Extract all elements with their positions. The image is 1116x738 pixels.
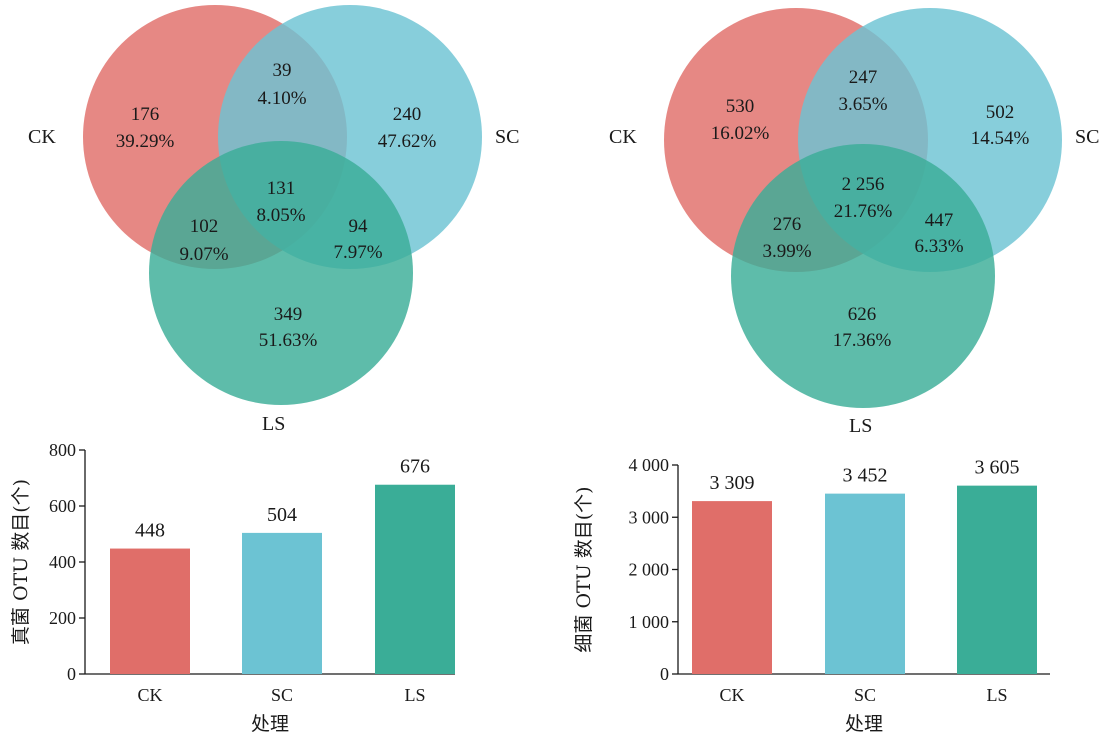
venn-bacteria-set-label-ck: CK	[609, 126, 637, 148]
venn-bacteria-circle-ls	[731, 144, 995, 408]
venn-fungi: CK SC LS 176 39.29% 240 47.62% 349 51.63…	[28, 5, 519, 435]
venn-fungi-ck-sc-count: 39	[273, 60, 292, 81]
bar-ls	[957, 485, 1037, 674]
y-tick-label: 1 000	[629, 612, 670, 632]
venn-fungi-all-pct: 8.05%	[256, 205, 305, 226]
y-tick-label: 200	[49, 608, 76, 628]
bar-sc	[825, 493, 905, 674]
venn-bacteria-ck-sc-pct: 3.65%	[838, 94, 887, 115]
y-axis-title: 细菌 OTU 数目(个)	[573, 486, 595, 652]
venn-bacteria-ck-only-count: 530	[726, 96, 755, 117]
venn-bacteria-set-label-ls: LS	[849, 415, 872, 437]
venn-fungi-ck-only-pct: 39.29%	[116, 131, 175, 152]
bar-ck	[110, 548, 190, 674]
venn-fungi-sc-ls-pct: 7.97%	[333, 242, 382, 263]
y-axis-title: 真菌 OTU 数目(个)	[10, 479, 32, 645]
venn-bacteria-all-pct: 21.76%	[834, 201, 893, 222]
venn-fungi-ls-only-pct: 51.63%	[259, 330, 318, 351]
bar-value-label: 3 309	[710, 472, 755, 494]
venn-fungi-circle-ls	[149, 141, 413, 405]
venn-fungi-ck-ls-count: 102	[190, 216, 219, 237]
bar-value-label: 448	[135, 520, 165, 542]
venn-bacteria-ck-only-pct: 16.02%	[711, 123, 770, 144]
venn-bacteria-ls-only-count: 626	[848, 304, 877, 325]
venn-fungi-sc-ls-count: 94	[349, 216, 369, 237]
x-tick-label: LS	[404, 685, 425, 705]
venn-fungi-ck-only-count: 176	[131, 104, 160, 125]
x-tick-label: LS	[986, 685, 1007, 705]
y-tick-label: 800	[49, 440, 76, 460]
y-tick-label: 4 000	[629, 455, 670, 475]
bar-ls	[375, 484, 455, 674]
venn-bacteria-set-label-sc: SC	[1075, 126, 1099, 148]
venn-bacteria-ck-sc-count: 247	[849, 67, 878, 88]
y-tick-label: 3 000	[629, 507, 670, 527]
y-tick-label: 600	[49, 496, 76, 516]
bar-value-label: 504	[267, 504, 297, 526]
x-tick-label: CK	[719, 685, 744, 705]
venn-fungi-set-label-ck: CK	[28, 126, 56, 148]
venn-fungi-ck-ls-pct: 9.07%	[179, 244, 228, 265]
bar-sc	[242, 532, 322, 674]
bar-value-label: 3 605	[975, 457, 1020, 479]
bar-value-label: 676	[400, 456, 430, 478]
bar-value-label: 3 452	[843, 465, 888, 487]
venn-bacteria-sc-ls-count: 447	[925, 210, 954, 231]
venn-fungi-sc-only-pct: 47.62%	[378, 131, 437, 152]
venn-bacteria-sc-ls-pct: 6.33%	[914, 236, 963, 257]
bar-chart-fungi: 0 200 400 600 800 448 CK 504 SC 676 LS 处理 真菌 OTU 数目(…	[10, 440, 455, 735]
x-tick-label: SC	[271, 685, 293, 705]
y-tick-label: 400	[49, 552, 76, 572]
bar-ck	[692, 501, 772, 674]
venn-fungi-ck-sc-pct: 4.10%	[257, 88, 306, 109]
venn-bacteria-ck-ls-count: 276	[773, 214, 802, 235]
venn-fungi-sc-only-count: 240	[393, 104, 422, 125]
venn-bacteria-ck-ls-pct: 3.99%	[762, 241, 811, 262]
venn-bacteria: CK SC LS 530 16.02% 502 14.54% 626 17.36…	[609, 8, 1099, 437]
x-axis-title: 处理	[845, 713, 883, 735]
bar-chart-bacteria: 0 1 000 2 000 3 000 4 000 3 309 CK 3 452 SC 3 605…	[573, 455, 1050, 735]
y-tick-label: 0	[660, 664, 669, 684]
venn-bacteria-sc-only-count: 502	[986, 102, 1015, 123]
x-axis-title: 处理	[251, 713, 289, 735]
venn-fungi-set-label-sc: SC	[495, 126, 519, 148]
y-tick-label: 2 000	[629, 560, 670, 580]
x-tick-label: CK	[137, 685, 162, 705]
venn-bacteria-sc-only-pct: 14.54%	[971, 128, 1030, 149]
y-tick-label: 0	[67, 664, 76, 684]
venn-fungi-all-count: 131	[267, 178, 296, 199]
x-tick-label: SC	[854, 685, 876, 705]
venn-bacteria-all-count: 2 256	[842, 174, 885, 195]
venn-bacteria-ls-only-pct: 17.36%	[833, 330, 892, 351]
venn-fungi-set-label-ls: LS	[262, 413, 285, 435]
venn-fungi-ls-only-count: 349	[274, 304, 303, 325]
